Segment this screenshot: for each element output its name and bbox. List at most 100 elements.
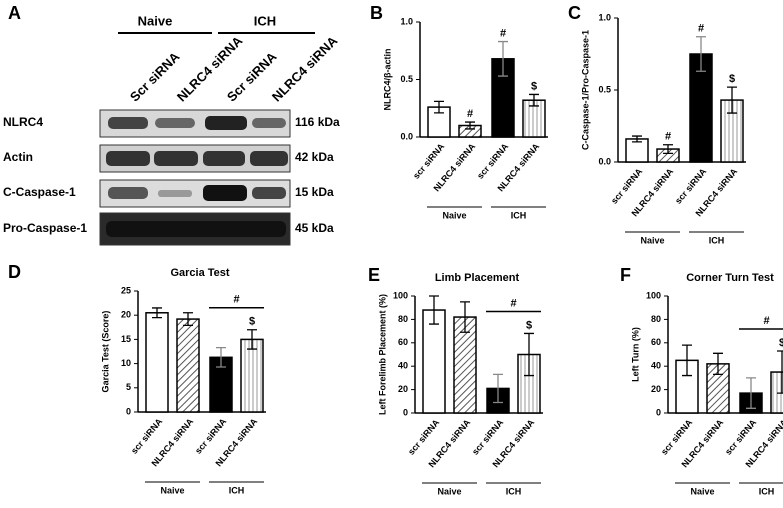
panel-letter: D <box>8 262 21 282</box>
group-label: Naive <box>690 486 714 496</box>
y-tick-label: 1.0 <box>598 12 611 22</box>
size-label: 15 kDa <box>295 185 334 199</box>
chart-title: Garcia Test <box>170 267 229 279</box>
bar-chart: D Garcia Test Garcia Test (Score) 0 5 10 15 20 2… <box>8 262 266 495</box>
error-bar <box>465 121 475 130</box>
annotation: # <box>467 108 473 120</box>
error-bar <box>746 377 756 409</box>
y-axis-label: C-Caspase-1/Pro-Caspase-1 <box>580 30 590 150</box>
y-tick-label: 100 <box>393 290 408 300</box>
error-bar <box>183 312 193 327</box>
y-tick-label: 0.0 <box>598 156 611 166</box>
blot-image <box>99 109 291 246</box>
annotation: # <box>500 27 506 39</box>
row-label: Actin <box>3 150 33 164</box>
annotation: $ <box>729 73 735 85</box>
error-bar <box>682 344 692 377</box>
annotation: $ <box>531 80 537 92</box>
y-tick-label: 60 <box>651 337 661 347</box>
error-bar <box>713 352 723 376</box>
error-bar <box>216 346 226 368</box>
error-bar <box>493 373 503 404</box>
chart-title: Limb Placement <box>435 272 520 284</box>
error-bar <box>777 350 783 394</box>
lane-label: NLRC4 siRNA <box>269 33 341 105</box>
y-tick-label: 80 <box>651 314 661 324</box>
chart-title: Corner Turn Test <box>686 272 774 284</box>
y-tick-label: 0.0 <box>400 131 413 141</box>
y-tick-label: 1.0 <box>400 16 413 26</box>
group-label: ICH <box>229 485 245 495</box>
row-label: NLRC4 <box>3 115 43 129</box>
error-bar <box>152 307 162 319</box>
error-bar <box>247 329 257 350</box>
bracket-label: # <box>510 297 516 309</box>
y-tick-label: 20 <box>651 384 661 394</box>
error-bar <box>524 332 534 377</box>
y-tick-label: 60 <box>398 337 408 347</box>
y-axis-label: Left Forelimb Placement (%) <box>377 294 387 415</box>
bar <box>240 338 264 413</box>
y-tick-label: 25 <box>121 285 131 295</box>
size-label: 116 kDa <box>295 115 340 129</box>
panel-letter: E <box>368 265 380 285</box>
y-tick-label: 40 <box>651 361 661 371</box>
y-axis-label: Left Turn (%) <box>630 327 640 382</box>
group-label: Naive <box>640 235 664 245</box>
annotation: $ <box>249 316 255 328</box>
error-bar <box>663 144 673 155</box>
error-bar <box>529 93 539 107</box>
y-axis-label: NLRC4/β-actin <box>382 49 392 111</box>
group-label: ICH <box>511 210 527 220</box>
y-tick-label: 0 <box>656 407 661 417</box>
error-bar <box>460 301 470 333</box>
error-bar <box>429 295 439 325</box>
group-label: Naive <box>138 13 173 28</box>
group-label: Naive <box>442 210 466 220</box>
blot-panel: A Naive ICH Scr siRNA NLRC4 siRNA Scr si… <box>8 3 341 246</box>
group-label: ICH <box>709 235 725 245</box>
y-tick-label: 20 <box>121 310 131 320</box>
y-tick-label: 100 <box>646 290 661 300</box>
group-label: Naive <box>437 486 461 496</box>
bar <box>176 318 200 413</box>
y-tick-label: 0.5 <box>400 74 413 84</box>
panel-letter: B <box>370 3 383 23</box>
group-label: ICH <box>254 13 276 28</box>
size-label: 45 kDa <box>295 221 334 235</box>
y-axis-label: Garcia Test (Score) <box>100 311 110 393</box>
y-tick-label: 15 <box>121 334 131 344</box>
panel-letter: F <box>620 265 631 285</box>
y-tick-label: 0 <box>403 407 408 417</box>
bar <box>422 309 446 414</box>
error-bar <box>727 86 737 114</box>
y-tick-label: 10 <box>121 358 131 368</box>
group-label: ICH <box>506 486 522 496</box>
error-bar <box>696 36 706 72</box>
annotation: $ <box>526 319 532 331</box>
y-tick-label: 0 <box>126 406 131 416</box>
y-tick-label: 80 <box>398 314 408 324</box>
panel-letter: A <box>8 3 21 23</box>
y-tick-label: 20 <box>398 384 408 394</box>
group-label: ICH <box>759 486 775 496</box>
error-bar <box>498 40 508 77</box>
annotation: # <box>698 23 704 35</box>
panel-letter: C <box>568 3 581 23</box>
annotation: # <box>665 131 671 143</box>
y-tick-label: 5 <box>126 382 131 392</box>
bar-chart: E Limb Placement Left Forelimb Placement (… <box>368 265 543 496</box>
y-tick-label: 0.5 <box>598 84 611 94</box>
group-label: Naive <box>160 485 184 495</box>
size-label: 42 kDa <box>295 150 334 164</box>
annotation: $ <box>779 337 783 349</box>
error-bar <box>632 135 642 143</box>
row-label: Pro-Caspase-1 <box>3 221 87 235</box>
row-label: C-Caspase-1 <box>3 185 76 199</box>
lane-label: Scr siRNA <box>127 49 183 105</box>
y-tick-label: 40 <box>398 361 408 371</box>
error-bar <box>434 100 444 114</box>
